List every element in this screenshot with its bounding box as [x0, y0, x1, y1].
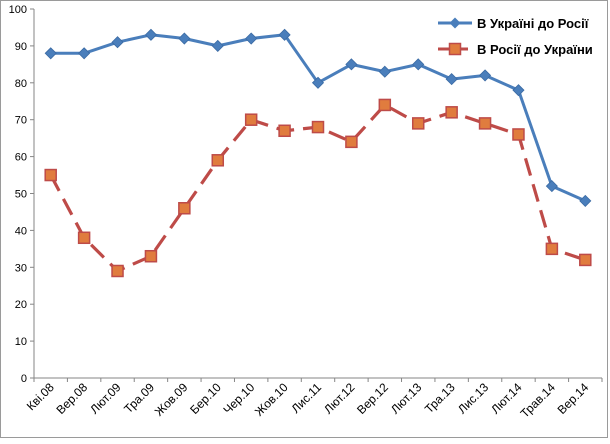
data-point	[211, 154, 225, 167]
legend-item: В Росії до України	[438, 42, 593, 57]
data-point	[78, 47, 91, 60]
series-line	[50, 33, 586, 203]
x-tick-label: Кві.08	[24, 380, 57, 413]
data-point	[579, 253, 592, 267]
data-point	[44, 47, 57, 60]
x-tick-label: Вер.12	[354, 380, 391, 417]
y-tick-label: 90	[15, 41, 27, 53]
data-point	[144, 249, 158, 263]
y-tick-label: 20	[15, 299, 27, 311]
y-tick-label: 50	[15, 189, 27, 201]
legend-marker	[449, 17, 461, 29]
x-tick-label: Тра.09	[121, 380, 157, 416]
data-point	[445, 73, 458, 86]
x-tick-label: Лют.13	[388, 380, 425, 417]
series-1	[44, 28, 592, 207]
y-tick-label: 70	[15, 115, 27, 127]
data-point	[77, 231, 91, 245]
data-point	[445, 106, 458, 119]
data-point	[478, 117, 492, 130]
data-point	[278, 124, 291, 138]
x-tick-label: Чер.10	[221, 380, 258, 417]
y-tick-label: 80	[15, 78, 27, 90]
data-point	[478, 69, 492, 82]
x-tick-label: Трав.14	[518, 380, 559, 421]
legend-marker	[448, 42, 462, 56]
data-point	[378, 98, 392, 112]
x-tick-label: Жов.09	[152, 380, 191, 419]
data-point	[211, 39, 224, 52]
data-point	[111, 36, 124, 49]
data-point	[144, 28, 158, 41]
y-tick-label: 60	[15, 152, 27, 164]
data-point	[412, 58, 425, 71]
legend-item: В Україні до Росії	[438, 16, 589, 31]
x-tick-label: Вер.14	[555, 380, 592, 417]
y-tick-label: 10	[15, 336, 27, 348]
data-point	[378, 65, 391, 78]
data-point	[311, 120, 325, 134]
data-point	[311, 76, 325, 89]
y-tick-label: 30	[15, 262, 27, 274]
y-tick-label: 0	[21, 373, 27, 385]
data-point	[545, 180, 558, 193]
x-tick-label: Вер.08	[53, 380, 90, 417]
x-tick-label: Лют.09	[87, 380, 124, 417]
x-tick-label: Лис.11	[289, 380, 325, 416]
data-point	[411, 117, 425, 130]
data-point	[245, 32, 258, 45]
y-axis-ticks: 0 10 20 30 40 50 60 70 80 90 100	[9, 4, 34, 385]
x-tick-label: Лис.13	[455, 380, 491, 416]
data-point	[278, 28, 291, 41]
series-layer	[44, 28, 592, 278]
data-point	[579, 194, 592, 207]
axes	[33, 9, 602, 379]
data-point	[178, 202, 191, 215]
legend-label: В Україні до Росії	[477, 16, 589, 31]
data-point	[345, 135, 358, 149]
data-point	[512, 84, 525, 97]
data-point	[178, 32, 191, 45]
x-tick-label: Бер.10	[187, 380, 224, 417]
data-point	[244, 113, 258, 126]
data-point	[44, 168, 57, 182]
x-tick-label: Жов.10	[252, 380, 291, 419]
y-tick-label: 40	[15, 225, 27, 237]
x-tick-label: Лют.12	[321, 380, 358, 417]
series-2	[44, 98, 592, 278]
data-point	[545, 242, 559, 256]
data-point	[345, 58, 358, 71]
data-point	[111, 264, 124, 278]
legend-label: В Росії до України	[477, 42, 593, 57]
y-tick-label: 100	[9, 4, 27, 16]
x-tick-label: Тра.13	[422, 380, 458, 416]
legend: В Україні до Росії В Росії до України	[438, 16, 593, 57]
x-axis-ticks: Кві.08Вер.08Лют.09Тра.09Жов.09Бер.10Чер.…	[24, 378, 603, 421]
data-point	[512, 128, 525, 141]
